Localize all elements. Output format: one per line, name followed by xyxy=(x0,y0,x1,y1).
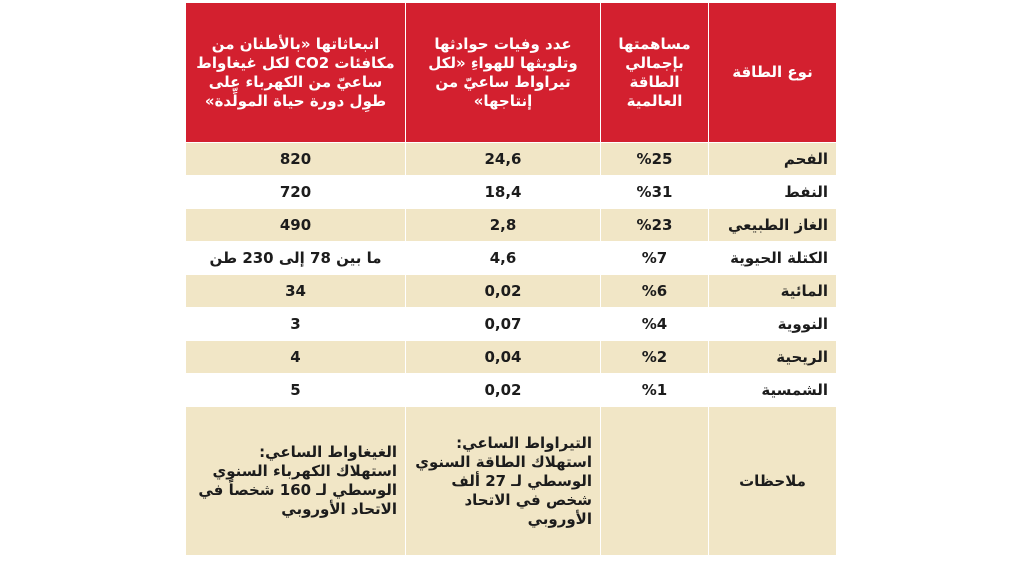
emissions-cell: 5 xyxy=(185,373,406,407)
deaths-cell: 2,8 xyxy=(405,208,601,242)
table-row: الغاز الطبيعي %23 2,8 490 xyxy=(185,208,837,242)
emissions-cell: 4 xyxy=(185,340,406,374)
energy-type-cell: المائية xyxy=(708,274,837,308)
header-deaths-per-twh: عدد وفيات حوادثها وتلويثها للهواءِ «لكل … xyxy=(405,2,601,143)
table-row: الشمسية %1 0,02 5 xyxy=(185,373,837,407)
energy-comparison-table: نوع الطاقة مساهمتها بإجمالي الطاقة العال… xyxy=(185,2,837,556)
notes-label: ملاحظات xyxy=(708,406,837,556)
share-cell: %6 xyxy=(600,274,709,308)
table-row: الفحم %25 24,6 820 xyxy=(185,142,837,176)
deaths-cell: 24,6 xyxy=(405,142,601,176)
header-global-share: مساهمتها بإجمالي الطاقة العالمية xyxy=(600,2,709,143)
share-cell: %25 xyxy=(600,142,709,176)
emissions-cell: 3 xyxy=(185,307,406,341)
energy-type-cell: الشمسية xyxy=(708,373,837,407)
table-row: النووية %4 0,07 3 xyxy=(185,307,837,341)
emissions-cell: ما بين 78 إلى 230 طن xyxy=(185,241,406,275)
energy-type-cell: الريحية xyxy=(708,340,837,374)
deaths-cell: 0,02 xyxy=(405,373,601,407)
share-cell: %4 xyxy=(600,307,709,341)
deaths-cell: 0,04 xyxy=(405,340,601,374)
emissions-cell: 720 xyxy=(185,175,406,209)
header-energy-type: نوع الطاقة xyxy=(708,2,837,143)
emissions-cell: 490 xyxy=(185,208,406,242)
energy-type-cell: الكتلة الحيوية xyxy=(708,241,837,275)
table-header-row: نوع الطاقة مساهمتها بإجمالي الطاقة العال… xyxy=(185,2,837,143)
notes-row: ملاحظات التيراواط الساعي: استهلاك الطاقة… xyxy=(185,406,837,556)
deaths-cell: 0,02 xyxy=(405,274,601,308)
table-row: الكتلة الحيوية %7 4,6 ما بين 78 إلى 230 … xyxy=(185,241,837,275)
share-cell: %2 xyxy=(600,340,709,374)
emissions-unit-note: الغيغاواط الساعي: استهلاك الكهرباء السنو… xyxy=(185,406,406,556)
energy-type-cell: النفط xyxy=(708,175,837,209)
table-row: النفط %31 18,4 720 xyxy=(185,175,837,209)
emissions-cell: 820 xyxy=(185,142,406,176)
share-cell: %7 xyxy=(600,241,709,275)
deaths-cell: 4,6 xyxy=(405,241,601,275)
table-row: الريحية %2 0,04 4 xyxy=(185,340,837,374)
share-cell: %23 xyxy=(600,208,709,242)
notes-empty-cell xyxy=(600,406,709,556)
energy-type-cell: الغاز الطبيعي xyxy=(708,208,837,242)
share-cell: %31 xyxy=(600,175,709,209)
deaths-cell: 18,4 xyxy=(405,175,601,209)
header-emissions-per-gwh: انبعاثاتها «بالأطنان من مكافئات CO2 لكل … xyxy=(185,2,406,143)
deaths-cell: 0,07 xyxy=(405,307,601,341)
energy-type-cell: النووية xyxy=(708,307,837,341)
emissions-cell: 34 xyxy=(185,274,406,308)
share-cell: %1 xyxy=(600,373,709,407)
deaths-unit-note: التيراواط الساعي: استهلاك الطاقة السنوي … xyxy=(405,406,601,556)
table-row: المائية %6 0,02 34 xyxy=(185,274,837,308)
energy-type-cell: الفحم xyxy=(708,142,837,176)
